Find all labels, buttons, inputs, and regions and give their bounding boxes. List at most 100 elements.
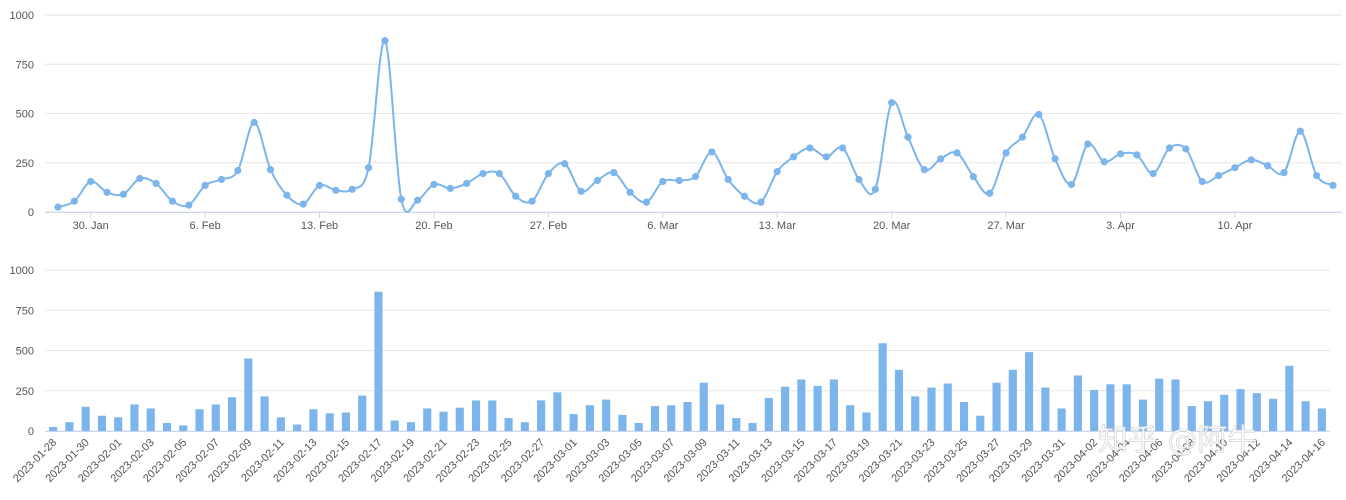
line-data-point[interactable] [773, 168, 781, 176]
bar[interactable] [797, 379, 806, 431]
bar[interactable] [976, 415, 985, 431]
line-data-point[interactable] [822, 153, 830, 161]
bar[interactable] [764, 398, 773, 431]
line-data-point[interactable] [1264, 162, 1272, 170]
line-data-point[interactable] [675, 176, 683, 185]
bar[interactable] [943, 383, 952, 432]
bar[interactable] [341, 412, 350, 431]
line-data-point[interactable] [250, 118, 258, 126]
bar[interactable] [846, 405, 855, 431]
bar[interactable] [293, 424, 302, 431]
line-data-point[interactable] [1296, 127, 1304, 135]
bar[interactable] [959, 402, 969, 431]
bar[interactable] [97, 415, 106, 431]
line-data-point[interactable] [789, 153, 798, 161]
line-data-point[interactable] [70, 197, 78, 205]
bar[interactable] [781, 386, 790, 431]
line-data-point[interactable] [1182, 145, 1190, 153]
line-data-point[interactable] [986, 189, 994, 197]
bar[interactable] [1203, 401, 1213, 431]
bar[interactable] [1301, 401, 1310, 431]
line-data-point[interactable] [757, 198, 765, 206]
line-data-point[interactable] [397, 195, 405, 203]
bar[interactable] [585, 405, 594, 431]
line-data-point[interactable] [103, 188, 111, 196]
bar[interactable] [927, 387, 936, 431]
bar[interactable] [195, 409, 204, 431]
bar[interactable] [325, 413, 334, 431]
line-data-point[interactable] [1084, 140, 1092, 148]
bar[interactable] [455, 407, 464, 431]
line-data-point[interactable] [332, 186, 340, 194]
bar[interactable] [1317, 408, 1326, 431]
line-data-point[interactable] [1067, 180, 1076, 189]
bar[interactable] [1122, 384, 1131, 431]
bar[interactable] [911, 396, 920, 431]
bar[interactable] [1236, 389, 1245, 431]
bar[interactable] [732, 418, 741, 431]
line-data-point[interactable] [446, 184, 454, 192]
line-data-point[interactable] [1231, 164, 1239, 172]
line-data-point[interactable] [430, 180, 438, 189]
line-data-point[interactable] [1280, 169, 1288, 177]
bar[interactable] [537, 400, 546, 431]
bar[interactable] [423, 408, 432, 431]
bar[interactable] [715, 404, 725, 431]
line-data-point[interactable] [610, 169, 618, 177]
line-data-point[interactable] [969, 172, 977, 181]
bar[interactable] [1073, 375, 1082, 431]
line-data-point[interactable] [54, 203, 62, 211]
bar[interactable] [65, 422, 74, 431]
line-data-point[interactable] [1100, 158, 1108, 166]
line-data-point[interactable] [904, 133, 912, 141]
bar[interactable] [1269, 398, 1278, 431]
bar[interactable] [1057, 408, 1066, 431]
line-data-point[interactable] [364, 164, 373, 172]
bar[interactable] [471, 400, 481, 431]
line-data-point[interactable] [136, 174, 144, 183]
bar[interactable] [374, 291, 383, 431]
line-data-point[interactable] [463, 179, 471, 188]
bar[interactable] [227, 397, 237, 431]
line-data-point[interactable] [1051, 155, 1059, 163]
line-data-point[interactable] [1149, 169, 1157, 178]
line-data-point[interactable] [479, 169, 487, 178]
line-data-point[interactable] [937, 155, 945, 163]
bar[interactable] [1106, 384, 1115, 431]
bar[interactable] [1285, 365, 1294, 431]
line-data-point[interactable] [1313, 171, 1321, 180]
line-data-point[interactable] [920, 166, 928, 174]
bar[interactable] [992, 382, 1001, 431]
line-data-point[interactable] [724, 175, 732, 184]
bar[interactable] [179, 425, 188, 431]
line-data-point[interactable] [953, 149, 961, 157]
line-data-point[interactable] [1165, 144, 1174, 152]
line-data-point[interactable] [201, 181, 209, 190]
bar[interactable] [260, 396, 269, 431]
bar[interactable] [683, 402, 692, 431]
line-data-point[interactable] [266, 166, 275, 174]
line-data-point[interactable] [659, 177, 667, 186]
line-data-point[interactable] [1018, 133, 1027, 141]
bar[interactable] [699, 382, 708, 431]
line-data-point[interactable] [234, 167, 242, 175]
line-data-point[interactable] [708, 148, 716, 156]
bar[interactable] [650, 406, 660, 431]
line-data-point[interactable] [87, 177, 95, 186]
line-data-point[interactable] [185, 201, 193, 209]
bar[interactable] [276, 417, 285, 431]
line-data-point[interactable] [839, 144, 847, 152]
bar[interactable] [602, 399, 611, 431]
bar[interactable] [1041, 387, 1050, 431]
bar[interactable] [1090, 389, 1099, 431]
line-data-point[interactable] [1116, 150, 1125, 158]
line-data-point[interactable] [593, 176, 602, 185]
bar[interactable] [211, 404, 220, 431]
line-data-point[interactable] [348, 185, 356, 193]
line-data-point[interactable] [1329, 181, 1337, 190]
bar[interactable] [130, 404, 139, 431]
bar[interactable] [49, 426, 58, 431]
bar[interactable] [1220, 394, 1229, 431]
line-data-point[interactable] [888, 99, 896, 107]
bar[interactable] [406, 422, 416, 431]
